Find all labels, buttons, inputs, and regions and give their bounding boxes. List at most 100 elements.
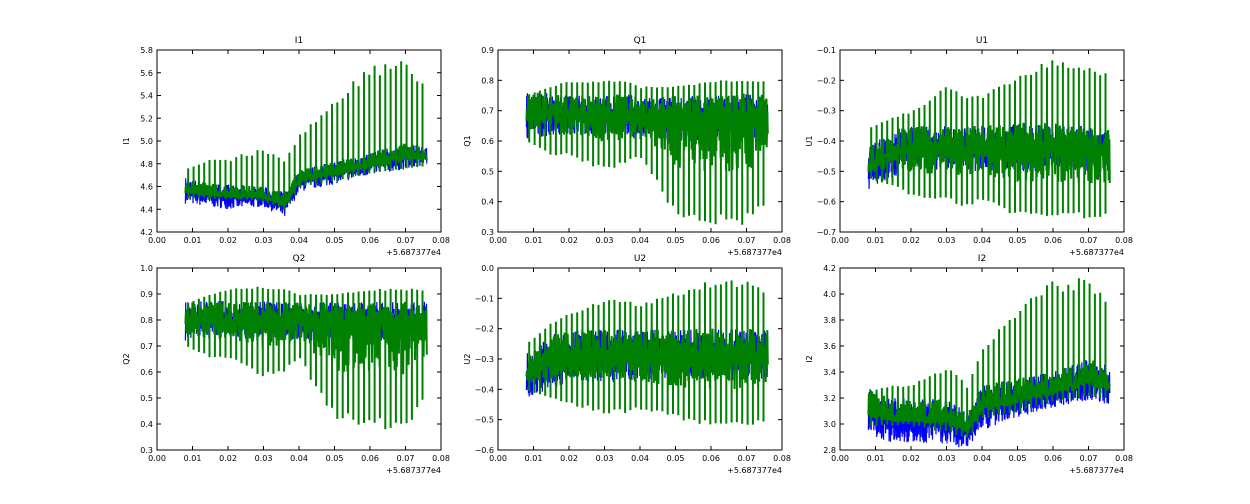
x-tick-label: 0.01 (184, 236, 202, 245)
y-tick-label: 4.0 (823, 290, 836, 299)
y-tick-label: −0.1 (817, 46, 836, 55)
y-tick-label: 5.6 (140, 69, 153, 78)
y-tick-label: 5.0 (140, 137, 153, 146)
y-tick-label: −0.7 (817, 228, 836, 237)
x-tick-label: 0.03 (596, 236, 614, 245)
x-tick-label: 0.06 (702, 236, 720, 245)
y-tick-label: −0.6 (475, 446, 494, 455)
x-tick-label: 0.00 (831, 454, 849, 463)
x-tick-label: 0.00 (831, 236, 849, 245)
y-tick-label: −0.1 (475, 294, 494, 303)
x-tick-label: 0.04 (631, 454, 649, 463)
x-tick-label: 0.03 (938, 236, 956, 245)
x-offset-label: +5.687377e4 (386, 466, 441, 475)
x-tick-label: 0.02 (902, 236, 920, 245)
y-tick-label: 4.2 (823, 264, 836, 273)
x-tick-label: 0.00 (148, 236, 166, 245)
x-tick-label: 0.04 (631, 236, 649, 245)
x-offset-label: +5.687377e4 (727, 248, 782, 257)
y-axis-label: U2 (463, 354, 472, 365)
x-tick-label: 0.07 (1080, 454, 1098, 463)
y-tick-label: 3.4 (823, 368, 836, 377)
y-tick-label: −0.4 (817, 137, 836, 146)
x-tick-label: 0.08 (773, 236, 791, 245)
green-series-line (184, 286, 428, 430)
y-tick-label: −0.3 (817, 107, 836, 116)
x-tick-label: 0.07 (1080, 236, 1098, 245)
subplot-u1: 0.00 0.01 0.02 0.03 0.04 0.05 0.06 0.07 0.08 −0.7… (805, 36, 1133, 257)
x-tick-label: 0.01 (867, 236, 885, 245)
x-tick-label: 0.03 (255, 236, 273, 245)
x-tick-label: 0.08 (432, 454, 450, 463)
x-tick-label: 0.00 (489, 236, 507, 245)
x-tick-label: 0.08 (1115, 454, 1133, 463)
y-tick-label: 0.9 (481, 46, 494, 55)
y-tick-label: 0.4 (140, 420, 153, 429)
x-tick-label: 0.06 (1044, 236, 1062, 245)
x-offset-label: +5.687377e4 (1069, 466, 1124, 475)
x-tick-label: 0.07 (397, 454, 415, 463)
y-axis-label: I2 (805, 355, 814, 362)
x-tick-label: 0.01 (867, 454, 885, 463)
x-tick-label: 0.07 (397, 236, 415, 245)
subplot-q2: 0.00 0.01 0.02 0.03 0.04 0.05 0.06 0.07 0.08 0.3 0… (122, 254, 450, 475)
x-tick-label: 0.08 (432, 236, 450, 245)
x-tick-label: 0.05 (667, 236, 685, 245)
x-tick-label: 0.04 (290, 236, 308, 245)
green-series-line (867, 60, 1111, 219)
x-tick-label: 0.06 (361, 236, 379, 245)
y-axis-label: U1 (805, 136, 814, 147)
x-tick-label: 0.08 (773, 454, 791, 463)
subplot-title: I2 (978, 254, 986, 264)
y-tick-label: −0.2 (475, 325, 494, 334)
x-tick-label: 0.02 (902, 454, 920, 463)
y-tick-label: 3.2 (823, 394, 836, 403)
x-tick-label: 0.00 (489, 454, 507, 463)
x-tick-label: 0.07 (738, 236, 756, 245)
y-tick-label: −0.2 (817, 76, 836, 85)
x-tick-label: 0.06 (702, 454, 720, 463)
green-series-line (525, 80, 769, 225)
x-tick-label: 0.02 (219, 454, 237, 463)
y-tick-label: 2.8 (823, 446, 836, 455)
y-axis-label: I1 (122, 137, 131, 144)
subplot-title: Q1 (634, 36, 647, 46)
x-tick-label: 0.05 (1009, 454, 1027, 463)
x-offset-label: +5.687377e4 (727, 466, 782, 475)
y-tick-label: 0.6 (481, 137, 494, 146)
y-tick-label: 3.0 (823, 420, 836, 429)
y-tick-label: 4.4 (140, 205, 153, 214)
green-series-line (525, 280, 769, 425)
subplot-title: U2 (634, 254, 646, 264)
x-tick-label: 0.05 (667, 454, 685, 463)
x-tick-label: 0.04 (973, 236, 991, 245)
x-tick-label: 0.00 (148, 454, 166, 463)
y-tick-label: 0.8 (481, 76, 494, 85)
y-tick-label: 0.4 (481, 198, 494, 207)
y-tick-label: −0.5 (817, 167, 836, 176)
x-tick-label: 0.08 (1115, 236, 1133, 245)
y-tick-label: 4.2 (140, 228, 153, 237)
y-axis-label: Q2 (122, 353, 131, 364)
y-tick-label: 0.8 (140, 316, 153, 325)
x-tick-label: 0.05 (1009, 236, 1027, 245)
x-tick-label: 0.04 (290, 454, 308, 463)
subplot-title: I1 (295, 36, 303, 46)
x-tick-label: 0.01 (525, 454, 543, 463)
subplot-u2: 0.00 0.01 0.02 0.03 0.04 0.05 0.06 0.07 0.08 −0.6… (463, 254, 791, 475)
y-axis-label: Q1 (463, 135, 472, 146)
x-tick-label: 0.06 (1044, 454, 1062, 463)
y-tick-label: 0.7 (140, 342, 153, 351)
x-tick-label: 0.07 (738, 454, 756, 463)
x-tick-label: 0.01 (184, 454, 202, 463)
y-tick-label: 3.8 (823, 316, 836, 325)
green-series-line (184, 61, 428, 210)
y-tick-label: 5.2 (140, 114, 153, 123)
y-tick-label: 1.0 (140, 264, 153, 273)
subplot-q1: 0.00 0.01 0.02 0.03 0.04 0.05 0.06 0.07 0.08 0.3 0… (463, 36, 791, 257)
y-tick-label: 0.7 (481, 107, 494, 116)
y-tick-label: 0.5 (481, 167, 494, 176)
subplot-title: Q2 (293, 254, 306, 264)
x-tick-label: 0.03 (255, 454, 273, 463)
